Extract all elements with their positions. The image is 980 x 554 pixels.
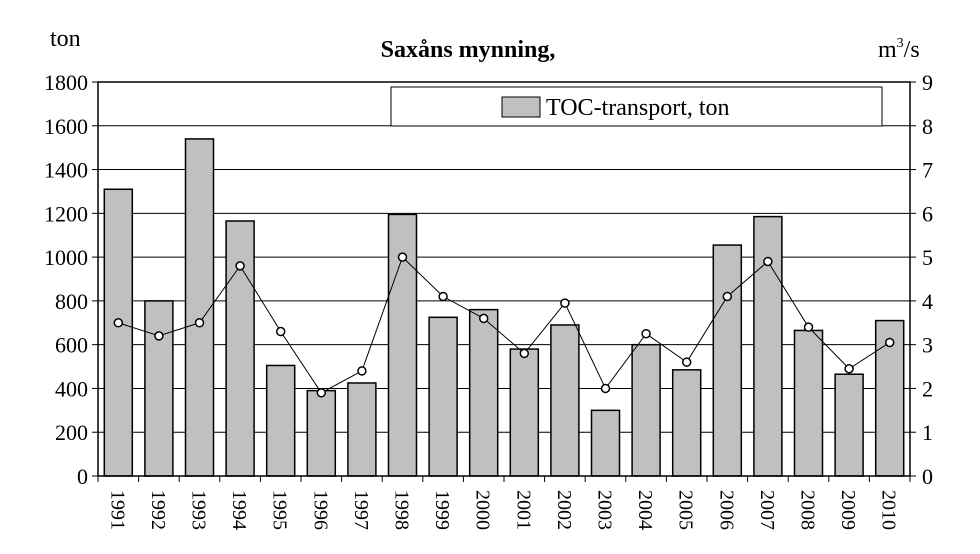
left-axis-tick-label: 400 bbox=[55, 376, 88, 401]
bar bbox=[225, 220, 255, 477]
right-axis-tick-label: 1 bbox=[922, 420, 933, 445]
right-axis-tick-label: 8 bbox=[922, 114, 933, 139]
bar bbox=[103, 188, 134, 477]
bar bbox=[265, 364, 296, 477]
left-axis-tick-label: 1000 bbox=[44, 245, 88, 270]
right-axis-unit: m3/s bbox=[878, 36, 920, 63]
x-axis-tick-label: 2005 bbox=[675, 490, 697, 530]
right-axis-tick-label: 6 bbox=[922, 201, 933, 226]
legend-label: TOC-transport, ton bbox=[546, 95, 730, 121]
right-axis-tick-label: 3 bbox=[922, 333, 933, 358]
bar bbox=[550, 324, 580, 477]
right-axis-tick-label: 7 bbox=[922, 158, 933, 183]
flow-point bbox=[884, 337, 895, 348]
flow-point bbox=[113, 318, 124, 328]
flow-point bbox=[641, 328, 651, 339]
flow-point bbox=[763, 256, 773, 267]
gridlines bbox=[98, 81, 910, 433]
flow-point bbox=[722, 291, 733, 302]
legend-box bbox=[390, 86, 883, 127]
bar bbox=[428, 316, 458, 477]
x-axis-tick-label: 1995 bbox=[269, 490, 291, 530]
flow-point bbox=[519, 348, 530, 359]
x-axis-tick-label: 2008 bbox=[797, 490, 819, 530]
left-axis-tick-label: 1600 bbox=[44, 114, 88, 139]
left-axis-tick-label: 1200 bbox=[44, 201, 88, 226]
x-axis-tick-label: 1996 bbox=[309, 490, 331, 530]
axes bbox=[92, 81, 916, 482]
right-axis-tick-label: 9 bbox=[922, 70, 933, 95]
right-axis-unit-tail: /s bbox=[904, 37, 920, 63]
x-axis-tick-label: 2006 bbox=[715, 490, 737, 530]
x-axis-tick-label: 2010 bbox=[878, 490, 900, 530]
x-axis-tick-label: 1993 bbox=[188, 490, 210, 530]
bars bbox=[103, 138, 905, 477]
legend-swatch bbox=[501, 96, 541, 118]
flow-point bbox=[357, 366, 367, 376]
x-axis-tick-label: 1999 bbox=[431, 490, 453, 530]
right-axis-tick-labels: 0 1 2 3 4 5 6 7 8 9 bbox=[922, 70, 933, 489]
flow-point bbox=[194, 318, 205, 328]
flow-point bbox=[316, 388, 327, 398]
x-axis-tick-label: 2004 bbox=[634, 490, 656, 530]
x-axis-tick-label: 1991 bbox=[106, 490, 128, 530]
flow-point bbox=[600, 383, 611, 394]
left-axis-tick-label: 0 bbox=[77, 464, 88, 489]
plot-frame bbox=[97, 81, 911, 477]
flow-point bbox=[397, 252, 408, 262]
right-axis-tick-label: 5 bbox=[922, 245, 933, 270]
bar bbox=[144, 300, 174, 477]
left-axis-tick-label: 1400 bbox=[44, 158, 88, 183]
left-axis-tick-labels: 0 200 400 600 800 1000 1200 1400 1600 1800 bbox=[44, 70, 88, 489]
flow-point bbox=[438, 291, 448, 302]
bar bbox=[753, 215, 783, 477]
x-axis-tick-label: 2003 bbox=[594, 490, 616, 530]
bar bbox=[184, 138, 215, 477]
bar bbox=[590, 409, 621, 477]
right-axis-unit-base: m bbox=[878, 37, 897, 63]
left-axis-unit: ton bbox=[50, 26, 81, 52]
legend: TOC-transport, ton bbox=[390, 86, 883, 127]
bar bbox=[834, 373, 864, 477]
left-axis-tick-label: 600 bbox=[55, 333, 88, 358]
chart-title: Saxåns mynning, bbox=[381, 37, 556, 63]
flow-point bbox=[803, 322, 814, 332]
bar bbox=[509, 348, 540, 477]
x-axis-tick-label: 2000 bbox=[472, 490, 494, 530]
x-axis-tick-label: 1994 bbox=[228, 490, 250, 530]
bar bbox=[468, 308, 499, 477]
right-axis-unit-exp: 3 bbox=[897, 36, 904, 51]
flow-point bbox=[154, 331, 164, 341]
bar bbox=[306, 389, 337, 477]
bar bbox=[671, 369, 702, 477]
x-axis-tick-label: 2007 bbox=[756, 490, 778, 530]
right-axis-tick-label: 4 bbox=[922, 289, 933, 314]
x-axis-tick-label: 1997 bbox=[350, 490, 372, 530]
x-axis-tick-labels: 1991 1992 1993 1994 1995 1996 1997 1998 1999 2000… bbox=[106, 490, 899, 530]
left-axis-tick-label: 1800 bbox=[44, 70, 88, 95]
flow-line bbox=[113, 252, 895, 398]
bar bbox=[793, 329, 824, 477]
x-axis-tick-label: 2002 bbox=[553, 490, 575, 530]
x-axis-tick-label: 2001 bbox=[512, 490, 534, 530]
right-axis-tick-label: 0 bbox=[922, 464, 933, 489]
left-axis-tick-label: 800 bbox=[55, 289, 88, 314]
x-axis-tick-label: 2009 bbox=[837, 490, 859, 530]
flow-point bbox=[235, 261, 245, 271]
left-axis-tick-label: 200 bbox=[55, 420, 88, 445]
flow-point bbox=[681, 357, 692, 367]
bar bbox=[631, 343, 661, 477]
flow-point bbox=[478, 313, 489, 324]
flow-point bbox=[560, 298, 570, 308]
bar bbox=[347, 382, 377, 477]
bar bbox=[712, 244, 743, 477]
x-axis-tick-label: 1992 bbox=[147, 490, 169, 530]
right-axis-tick-label: 2 bbox=[922, 376, 933, 401]
flow-point bbox=[275, 326, 286, 337]
flow-line-path bbox=[118, 256, 890, 394]
flow-point bbox=[844, 363, 854, 374]
x-axis-tick-label: 1998 bbox=[391, 490, 413, 530]
